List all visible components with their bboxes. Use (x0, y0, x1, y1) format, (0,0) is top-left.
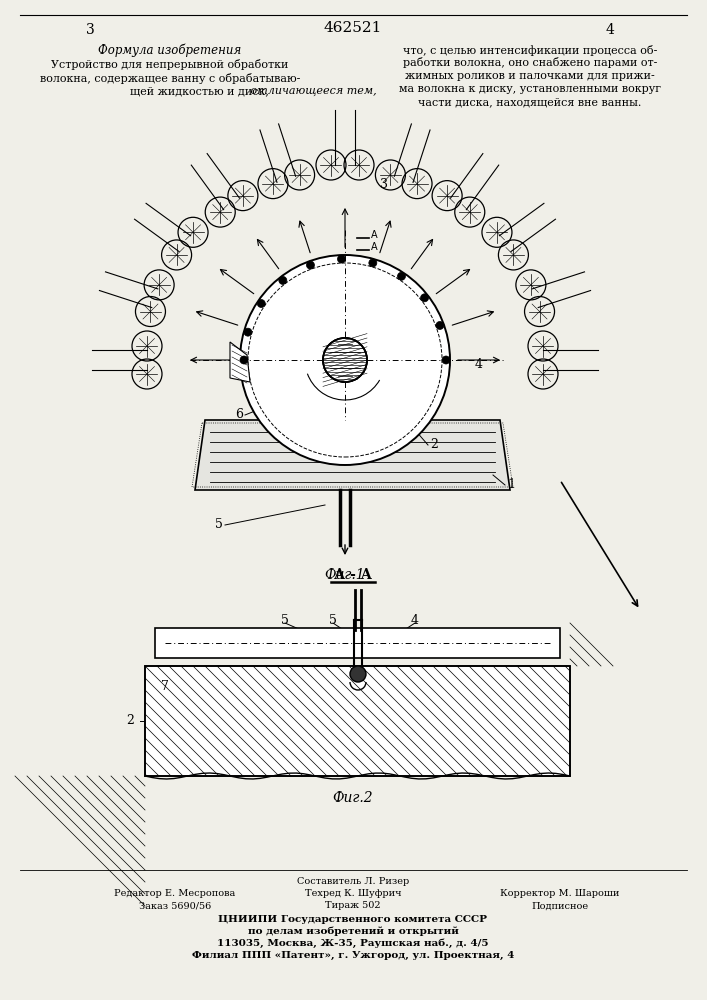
Text: A: A (371, 242, 378, 252)
Circle shape (244, 328, 252, 336)
Text: Заказ 5690/56: Заказ 5690/56 (139, 902, 211, 910)
Circle shape (240, 255, 450, 465)
Text: 3: 3 (86, 23, 94, 37)
Circle shape (306, 261, 315, 269)
Text: 3: 3 (380, 178, 388, 192)
Circle shape (442, 356, 450, 364)
Text: что, с целью интенсификации процесса об-: что, с целью интенсификации процесса об- (403, 44, 658, 55)
Text: отличающееся тем,: отличающееся тем, (247, 86, 377, 96)
Text: 5: 5 (329, 613, 337, 626)
Text: Филиал ППП «Патент», г. Ужгород, ул. Проектная, 4: Филиал ППП «Патент», г. Ужгород, ул. Про… (192, 950, 514, 960)
Text: щей жидкостью и диск,: щей жидкостью и диск, (130, 86, 269, 96)
Circle shape (369, 259, 377, 267)
Circle shape (436, 321, 444, 329)
Bar (155, 628, 560, 658)
Text: 5: 5 (281, 613, 289, 626)
Text: по делам изобретений и открытий: по делам изобретений и открытий (247, 926, 458, 936)
Polygon shape (195, 420, 510, 490)
Circle shape (350, 666, 366, 682)
Text: 6: 6 (235, 408, 243, 422)
Text: работки волокна, оно снабжено парами от-: работки волокна, оно снабжено парами от- (403, 57, 658, 68)
Circle shape (279, 276, 287, 284)
Circle shape (257, 300, 265, 308)
Text: A: A (371, 230, 378, 240)
Bar (145, 666, 570, 776)
Text: Составитель Л. Ризер: Составитель Л. Ризер (297, 878, 409, 886)
Circle shape (323, 338, 367, 382)
Text: 7: 7 (161, 680, 169, 692)
Text: Тираж 502: Тираж 502 (325, 902, 381, 910)
Circle shape (337, 255, 346, 263)
Text: Фиг.1: Фиг.1 (325, 568, 366, 582)
Text: 1: 1 (507, 479, 515, 491)
Bar (145, 666, 570, 776)
Text: Техред К. Шуфрич: Техред К. Шуфрич (305, 890, 402, 898)
Text: ЦНИИПИ Государственного комитета СССР: ЦНИИПИ Государственного комитета СССР (218, 914, 488, 924)
Text: 2: 2 (126, 714, 134, 728)
Text: Подписное: Подписное (532, 902, 588, 910)
Text: Устройство для непрерывной обработки: Устройство для непрерывной обработки (52, 60, 288, 70)
Text: Корректор М. Шароши: Корректор М. Шароши (501, 890, 620, 898)
Text: 2: 2 (430, 438, 438, 452)
Circle shape (323, 338, 367, 382)
Text: А - А: А - А (334, 568, 372, 582)
Text: Редактор Е. Месропова: Редактор Е. Месропова (115, 890, 235, 898)
Circle shape (240, 356, 248, 364)
Text: 5: 5 (215, 518, 223, 532)
Polygon shape (230, 342, 250, 382)
Text: 4: 4 (475, 359, 483, 371)
Text: волокна, содержащее ванну с обрабатываю-: волокна, содержащее ванну с обрабатываю- (40, 73, 300, 84)
Text: 462521: 462521 (324, 21, 382, 35)
Text: Фиг.2: Фиг.2 (333, 791, 373, 805)
Text: 4: 4 (606, 23, 614, 37)
Circle shape (397, 272, 406, 280)
Text: ма волокна к диску, установленными вокруг: ма волокна к диску, установленными вокру… (399, 84, 661, 94)
Circle shape (421, 294, 428, 302)
Text: 4: 4 (411, 613, 419, 626)
Text: 113035, Москва, Ж-35, Раушская наб., д. 4/5: 113035, Москва, Ж-35, Раушская наб., д. … (217, 938, 489, 948)
Text: Формула изобретения: Формула изобретения (98, 43, 242, 57)
Text: части диска, находящейся вне ванны.: части диска, находящейся вне ванны. (419, 97, 642, 107)
Text: жимных роликов и палочками для прижи-: жимных роликов и палочками для прижи- (405, 71, 655, 81)
